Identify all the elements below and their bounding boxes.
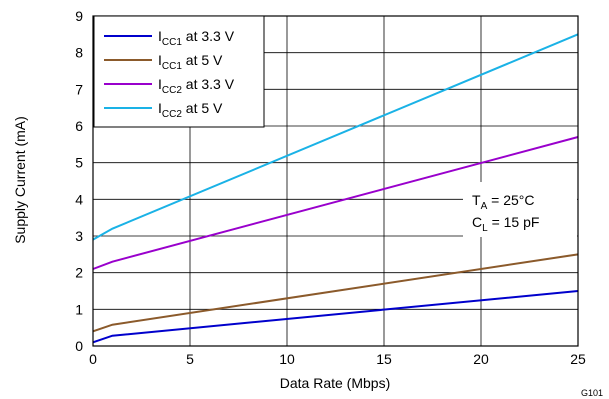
legend-label-3: ICC2 at 3.3 V <box>158 76 235 96</box>
y-tick-label: 2 <box>75 265 83 281</box>
legend-label-4: ICC2 at 5 V <box>158 100 223 120</box>
y-tick-label: 0 <box>75 338 83 354</box>
conditions-annotation: TA = 25°C CL = 15 pF <box>463 182 577 237</box>
x-tick-label: 25 <box>570 351 586 367</box>
y-tick-label: 7 <box>75 81 83 97</box>
y-axis-label: Supply Current (mA) <box>12 116 28 244</box>
y-tick-label: 9 <box>75 8 83 24</box>
legend-label-1: ICC1 at 3.3 V <box>158 28 235 48</box>
y-tick-label: 5 <box>75 155 83 171</box>
x-tick-label: 5 <box>186 351 194 367</box>
figure-id: G101 <box>581 388 603 398</box>
legend: ICC1 at 3.3 V ICC1 at 5 V ICC2 at 3.3 V ICC… <box>93 15 265 128</box>
x-tick-label: 20 <box>473 351 489 367</box>
x-tick-label: 0 <box>89 351 97 367</box>
x-axis-label: Data Rate (Mbps) <box>280 375 390 391</box>
y-tick-label: 1 <box>75 301 83 317</box>
series-line-3 <box>92 136 579 270</box>
series-line-2 <box>92 253 579 333</box>
series-line-1 <box>92 290 579 344</box>
series-line-4 <box>92 33 579 241</box>
legend-label-2: ICC1 at 5 V <box>158 52 223 72</box>
annotation-capacitance: CL = 15 pF <box>472 214 539 234</box>
y-tick-label: 8 <box>75 45 83 61</box>
y-tick-label: 6 <box>75 118 83 134</box>
tick-labels: 0 5 10 15 20 25 0 1 2 3 4 5 6 7 8 9 <box>75 8 586 367</box>
series-lines <box>92 33 579 344</box>
x-tick-label: 15 <box>376 351 392 367</box>
annotation-temperature: TA = 25°C <box>472 192 534 212</box>
annotation-box <box>463 182 577 237</box>
y-tick-label: 4 <box>75 191 83 207</box>
x-tick-label: 10 <box>279 351 295 367</box>
y-tick-label: 3 <box>75 228 83 244</box>
plot-frame <box>92 15 579 347</box>
